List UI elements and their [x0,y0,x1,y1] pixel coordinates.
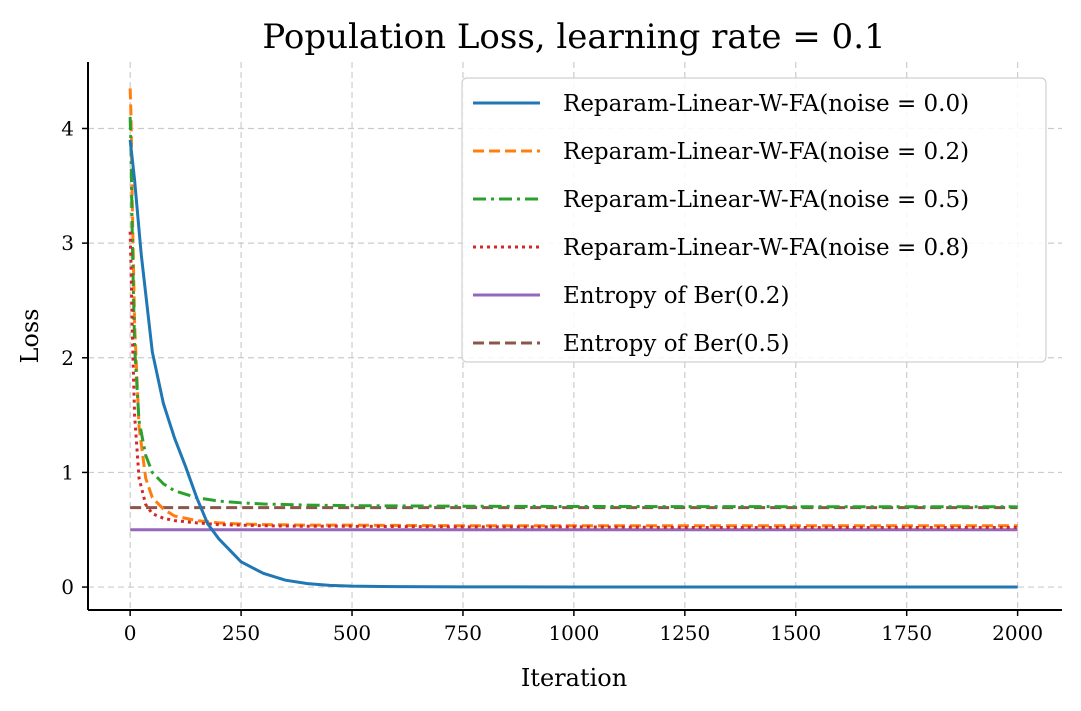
series-line-3 [128,231,1018,529]
series-line-2 [128,116,1018,509]
x-tick-label: 500 [333,621,371,645]
x-tick-label: 750 [444,621,482,645]
series-line-1 [128,88,1018,528]
x-tick-label: 250 [222,621,260,645]
x-tick-label: 1000 [548,621,599,645]
series-line-0 [128,139,1018,589]
x-tick-label: 1500 [770,621,821,645]
y-tick-label: 0 [61,575,74,599]
x-axis-label: Iteration [521,664,627,692]
legend-label-1: Reparam-Linear-W-FA(noise = 0.2) [563,139,969,165]
y-tick-label: 1 [61,460,74,484]
legend-box [461,77,1047,363]
legend-label-3: Reparam-Linear-W-FA(noise = 0.8) [563,235,969,261]
chart-title: Population Loss, learning rate = 0.1 [262,17,885,57]
x-tick-label: 0 [124,621,137,645]
x-tick-label: 2000 [992,621,1043,645]
legend-label-4: Entropy of Ber(0.2) [563,283,789,309]
y-tick-label: 4 [61,116,74,140]
axes [87,62,1062,611]
legend: Reparam-Linear-W-FA(noise = 0.0) Reparam-… [461,77,1047,363]
y-axis-label: Loss [16,308,44,363]
y-tick-label: 3 [61,231,74,255]
x-tick-label: 1250 [659,621,710,645]
legend-label-0: Reparam-Linear-W-FA(noise = 0.0) [563,91,969,117]
legend-label-5: Entropy of Ber(0.5) [563,331,789,357]
legend-label-2: Reparam-Linear-W-FA(noise = 0.5) [563,187,969,213]
ticks: 0 250 500 750 1000 1250 1500 1750 2000 0 1 2 3 4 [61,116,1043,645]
y-tick-label: 2 [61,346,74,370]
series-layer [128,88,1018,589]
x-tick-label: 1750 [881,621,932,645]
